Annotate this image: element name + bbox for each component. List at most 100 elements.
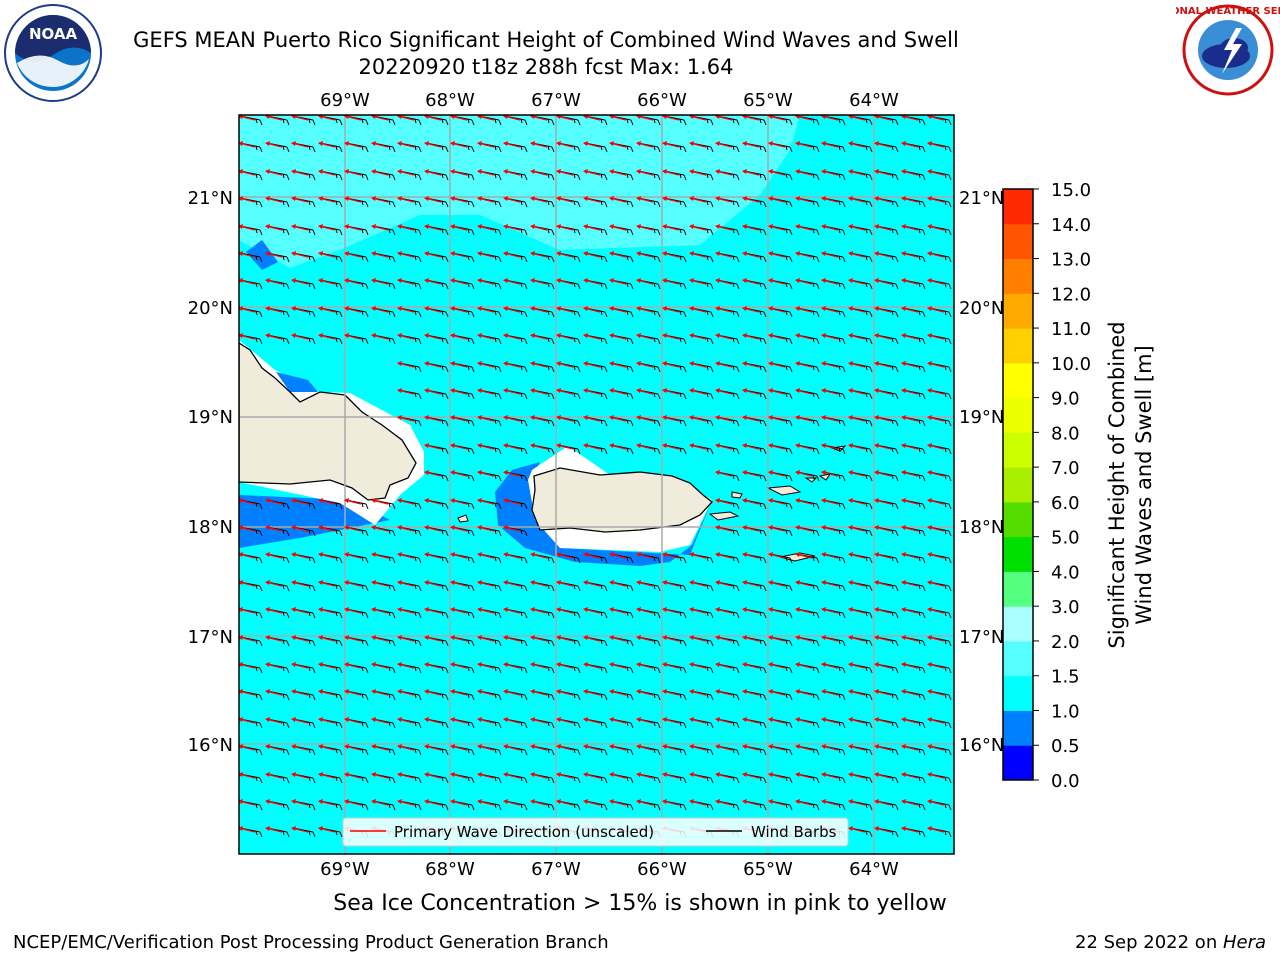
wave-arrow — [397, 607, 415, 614]
lat-label: 17°N — [959, 627, 1004, 648]
wave-arrow — [371, 552, 389, 559]
wave-arrow — [318, 525, 336, 532]
wave-arrow — [689, 662, 707, 669]
wave-arrow — [265, 635, 283, 642]
wave-arrow — [371, 251, 389, 258]
wave-arrow — [530, 443, 548, 450]
wave-arrow — [291, 498, 309, 505]
wave-arrow — [583, 361, 601, 368]
wave-arrow — [318, 169, 336, 176]
wave-arrow — [901, 717, 919, 724]
wave-arrow — [556, 169, 574, 176]
map-frame — [238, 114, 955, 855]
wave-arrow — [795, 689, 813, 696]
wave-arrow — [291, 169, 309, 176]
wave-arrow — [662, 141, 680, 148]
wave-arrow — [874, 415, 892, 422]
wave-arrow — [689, 772, 707, 779]
wave-arrow — [556, 278, 574, 285]
wave-arrow — [609, 799, 627, 806]
st-croix-island — [779, 552, 816, 562]
wave-arrow — [874, 278, 892, 285]
wave-arrow — [689, 443, 707, 450]
lon-label: 66°W — [637, 859, 687, 880]
wave-arrow — [662, 772, 680, 779]
wave-arrow — [927, 498, 945, 505]
wave-arrow — [556, 772, 574, 779]
wave-arrow — [371, 196, 389, 203]
wave-arrow — [874, 388, 892, 395]
wave-arrow — [530, 361, 548, 368]
footer-date-text: 22 Sep 2022 on — [1075, 932, 1223, 953]
wave-arrow — [874, 498, 892, 505]
wave-arrow — [477, 306, 495, 313]
wave-arrow — [927, 196, 945, 203]
wave-arrow — [874, 470, 892, 477]
colorbar-swatch — [1003, 675, 1033, 711]
wave-arrow — [768, 744, 786, 751]
wave-arrow — [239, 580, 256, 587]
wave-arrow — [821, 333, 839, 340]
wave-arrow — [344, 196, 362, 203]
wave-arrow — [848, 306, 866, 313]
wave-arrow — [742, 224, 760, 231]
wave-arrow — [927, 799, 945, 806]
wave-arrow — [583, 772, 601, 779]
wave-arrow — [742, 799, 760, 806]
wave-arrow — [874, 141, 892, 148]
wave-arrow — [477, 525, 495, 532]
wave-arrow — [265, 278, 283, 285]
wave-arrow — [715, 662, 733, 669]
wave-arrow — [636, 662, 654, 669]
wave-arrow — [424, 415, 442, 422]
wave-arrow — [609, 224, 627, 231]
wave-arrow — [556, 552, 574, 559]
wave-arrow — [821, 361, 839, 368]
wave-arrow — [715, 306, 733, 313]
wave-arrow — [424, 717, 442, 724]
wave-arrow — [371, 498, 389, 505]
wave-arrow — [795, 251, 813, 258]
wave-arrow — [742, 525, 760, 532]
wave-arrow — [848, 607, 866, 614]
wave-arrow — [344, 580, 362, 587]
wave-arrow — [530, 306, 548, 313]
wave-arrow — [901, 552, 919, 559]
wave-arrow — [477, 141, 495, 148]
wave-arrow — [318, 224, 336, 231]
lat-label: 21°N — [188, 188, 233, 209]
wave-arrow — [371, 772, 389, 779]
wave-arrow — [927, 141, 945, 148]
wave-arrow — [397, 662, 415, 669]
wave-arrow — [424, 580, 442, 587]
wave-arrow — [503, 169, 521, 176]
wave-arrow — [715, 224, 733, 231]
wave-arrow — [556, 799, 574, 806]
wave-arrow — [821, 799, 839, 806]
wave-arrow — [318, 552, 336, 559]
wave-arrow — [424, 799, 442, 806]
wave-arrow — [318, 607, 336, 614]
wave-arrow — [503, 388, 521, 395]
wave-arrow — [371, 333, 389, 340]
wave-arrow — [927, 388, 945, 395]
wave-arrow — [450, 525, 468, 532]
wave-arrow — [768, 498, 786, 505]
wave-arrow — [662, 799, 680, 806]
wave-arrow — [344, 607, 362, 614]
wave-arrow — [583, 306, 601, 313]
wave-arrow — [424, 224, 442, 231]
wave-arrow — [239, 498, 256, 505]
colorbar-tick-label: 4.0 — [1051, 562, 1080, 583]
wave-arrow — [927, 333, 945, 340]
wave-arrow — [424, 607, 442, 614]
wave-arrow — [371, 744, 389, 751]
wave-arrow — [689, 115, 707, 121]
nws-logo: NATIONAL WEATHER SERVICE — [1176, 4, 1280, 96]
wave-arrow — [450, 278, 468, 285]
wave-arrow — [583, 415, 601, 422]
wave-arrow — [821, 772, 839, 779]
wave-arrow — [530, 744, 548, 751]
wave-arrow — [477, 607, 495, 614]
wave-arrow — [397, 744, 415, 751]
